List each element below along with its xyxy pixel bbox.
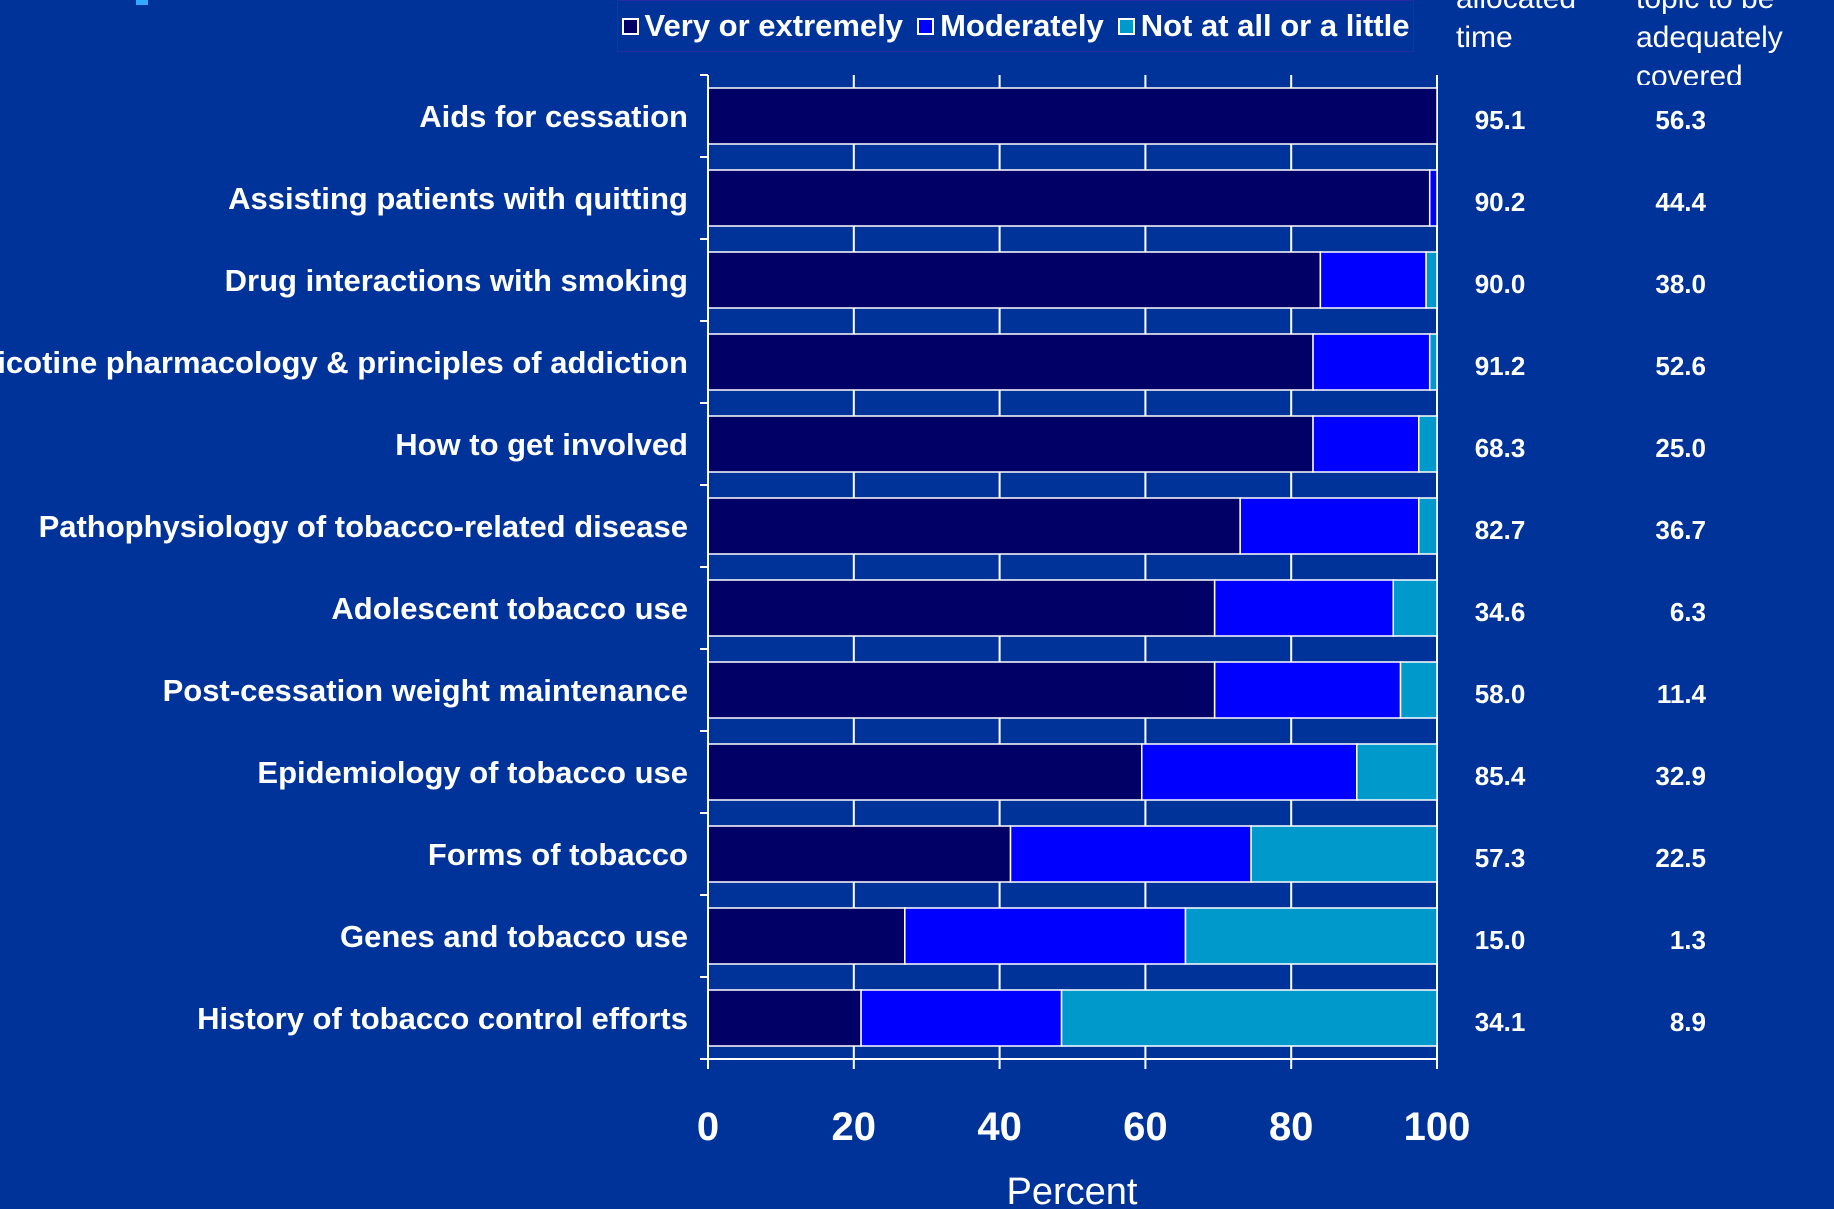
bar-segment-moderately — [860, 989, 1063, 1047]
chart-legend: Very or extremely Moderately Not at all … — [617, 0, 1414, 52]
allocated-time-value: 85.4 — [1475, 761, 1526, 791]
bar-segment-moderately — [904, 907, 1187, 965]
category-label: Drug interactions with smoking — [225, 263, 688, 298]
bar-segment-very-extremely — [707, 169, 1431, 227]
bar-segment-very-extremely — [707, 579, 1216, 637]
corner-mark — [136, 0, 148, 5]
bar-segment-moderately — [1239, 497, 1420, 555]
bar-segment-not-at-all — [1425, 251, 1438, 309]
allocated-time-value: 58.0 — [1475, 679, 1526, 709]
bar-segment-not-at-all — [1356, 743, 1438, 801]
bar-segment-very-extremely — [707, 415, 1314, 473]
category-label: Adolescent tobacco use — [331, 591, 688, 626]
allocated-time-value: 95.1 — [1475, 105, 1526, 135]
bar-segment-not-at-all — [1060, 989, 1438, 1047]
x-tick-label: 60 — [1123, 1105, 1168, 1149]
bar-segment-very-extremely — [707, 989, 862, 1047]
legend-label-moderately: Moderately — [940, 8, 1104, 43]
bar-segment-moderately — [1319, 251, 1427, 309]
x-tick-label: 0 — [697, 1105, 719, 1149]
adequately-covered-value: 44.4 — [1655, 187, 1706, 217]
adequately-covered-value: 56.3 — [1655, 105, 1706, 135]
category-label: History of tobacco control efforts — [197, 1001, 688, 1036]
bar-segment-very-extremely — [707, 907, 906, 965]
bar-segment-not-at-all — [1418, 497, 1438, 555]
category-label: How to get involved — [395, 427, 688, 462]
allocated-time-header: allocated time — [1456, 0, 1576, 52]
bar-segment-not-at-all — [1392, 579, 1438, 637]
bar-segment-very-extremely — [707, 825, 1012, 883]
adequately-covered-value: 1.3 — [1670, 925, 1706, 955]
allocated-time-value: 34.1 — [1475, 1007, 1526, 1037]
allocated-time-value: 82.7 — [1475, 515, 1526, 545]
bar-segment-very-extremely — [707, 497, 1241, 555]
bar-segment-moderately — [1213, 661, 1402, 719]
legend-item-moderately: Moderately — [917, 8, 1104, 44]
allocated-time-value: 90.2 — [1475, 187, 1526, 217]
legend-swatch-not-at-all — [1117, 17, 1135, 35]
adequately-covered-value: 25.0 — [1655, 433, 1706, 463]
adequately-covered-value: 32.9 — [1655, 761, 1706, 791]
adequately-covered-value: 38.0 — [1655, 269, 1706, 299]
bar-segment-moderately — [1428, 169, 1438, 227]
bar-segment-moderately — [1141, 743, 1358, 801]
allocated-time-value: 15.0 — [1475, 925, 1526, 955]
legend-swatch-moderately — [917, 17, 935, 35]
category-label: Genes and tobacco use — [340, 919, 688, 954]
allocated-time-value: 90.0 — [1475, 269, 1526, 299]
x-tick-label: 100 — [1404, 1105, 1471, 1149]
adequately-covered-header: topic to be adequately covered — [1636, 0, 1783, 85]
bar-segment-not-at-all — [1428, 333, 1438, 391]
legend-swatch-very-extremely — [621, 17, 639, 35]
x-tick-label: 40 — [977, 1105, 1022, 1149]
allocated-time-value: 68.3 — [1475, 433, 1526, 463]
bar-segment-not-at-all — [1399, 661, 1438, 719]
legend-label-not-at-all: Not at all or a little — [1140, 8, 1410, 43]
bar-segment-not-at-all — [1250, 825, 1438, 883]
adequately-covered-value: 8.9 — [1670, 1007, 1706, 1037]
legend-item-very-extremely: Very or extremely — [621, 8, 904, 44]
bar-segment-very-extremely — [707, 251, 1322, 309]
bar-segment-moderately — [1213, 579, 1395, 637]
adequately-covered-value: 11.4 — [1657, 679, 1707, 709]
bar-segment-very-extremely — [707, 333, 1314, 391]
bar-segment-moderately — [1312, 415, 1420, 473]
x-tick-label: 80 — [1269, 1105, 1314, 1149]
x-tick-label: 20 — [832, 1105, 877, 1149]
bar-segment-very-extremely — [707, 661, 1216, 719]
bar-segment-moderately — [1009, 825, 1252, 883]
allocated-time-value: 34.6 — [1475, 597, 1526, 627]
category-label: Pathophysiology of tobacco-related disea… — [39, 509, 688, 544]
bar-segment-very-extremely — [707, 743, 1143, 801]
category-label: Epidemiology of tobacco use — [257, 755, 688, 790]
bar-segment-moderately — [1312, 333, 1431, 391]
bar-segment-not-at-all — [1184, 907, 1438, 965]
x-axis-title: Percent — [1007, 1171, 1138, 1209]
category-label: Assisting patients with quitting — [228, 181, 688, 216]
category-label: Aids for cessation — [419, 99, 688, 134]
category-label: Nicotine pharmacology & principles of ad… — [0, 345, 688, 380]
legend-label-very-extremely: Very or extremely — [644, 8, 904, 43]
bar-segment-very-extremely — [707, 87, 1438, 145]
allocated-time-value: 57.3 — [1475, 843, 1526, 873]
allocated-time-value: 91.2 — [1475, 351, 1526, 381]
category-label: Post-cessation weight maintenance — [163, 673, 688, 708]
adequately-covered-value: 6.3 — [1670, 597, 1706, 627]
bar-segment-not-at-all — [1418, 415, 1438, 473]
category-label: Forms of tobacco — [428, 837, 688, 872]
adequately-covered-value: 36.7 — [1655, 515, 1706, 545]
adequately-covered-value: 52.6 — [1655, 351, 1706, 381]
legend-item-not-at-all: Not at all or a little — [1117, 8, 1410, 44]
adequately-covered-value: 22.5 — [1655, 843, 1706, 873]
